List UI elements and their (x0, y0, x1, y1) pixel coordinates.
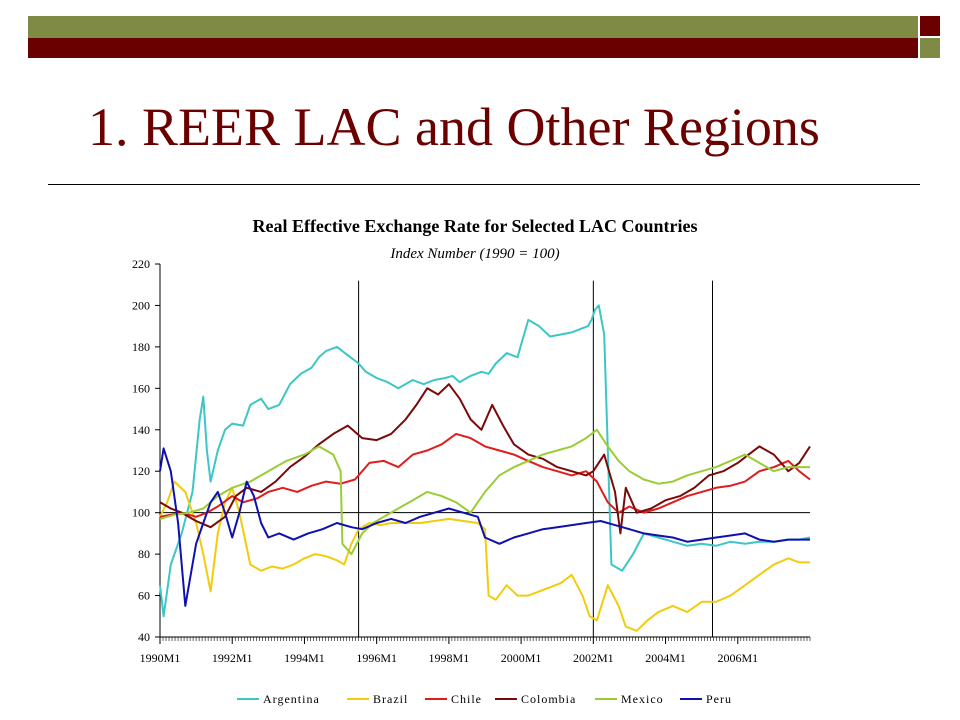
chart-series-lines (159, 304, 811, 632)
y-tick-label: 160 (132, 381, 150, 395)
slide-title: 1. REER LAC and Other Regions (88, 97, 820, 157)
corner-square-green (920, 38, 940, 58)
series-line-chile (159, 432, 811, 518)
y-tick-label: 120 (132, 464, 150, 478)
y-tick-label: 40 (138, 630, 150, 644)
legend-label-argentina: Argentina (263, 692, 320, 706)
legend-label-peru: Peru (706, 692, 732, 706)
x-tick-label: 2002M1 (573, 651, 614, 665)
x-tick-label: 2006M1 (717, 651, 758, 665)
x-tick-label: 1992M1 (212, 651, 253, 665)
chart-axes: 40 60 80 100 120 140 160 180 200 220 1990M1 1992M1 1… (132, 257, 811, 665)
header-bar-red (28, 38, 918, 58)
x-tick-label: 1990M1 (140, 651, 181, 665)
title-rule (48, 184, 920, 185)
series-line-peru (159, 447, 810, 607)
chart-vertical-markers (160, 280, 810, 637)
y-tick-label: 60 (138, 589, 150, 603)
y-tick-label: 100 (132, 506, 150, 520)
x-tick-label: 1994M1 (284, 651, 325, 665)
chart-legend: Argentina Brazil Chile Colombia Mexico Peru (237, 692, 732, 706)
chart-subtitle: Index Number (1990 = 100) (389, 246, 559, 262)
y-tick-label: 140 (132, 423, 150, 437)
series-line-colombia (159, 383, 811, 535)
x-tick-label: 1996M1 (356, 651, 397, 665)
series-line-mexico (159, 428, 810, 556)
header-bar-green (28, 16, 918, 38)
series-line-argentina (159, 304, 811, 618)
series-line-brazil (159, 480, 810, 632)
y-tick-label: 80 (138, 547, 150, 561)
x-tick-label: 2000M1 (501, 651, 542, 665)
chart-title: Real Effective Exchange Rate for Selecte… (252, 216, 697, 236)
corner-square-red (920, 16, 940, 36)
y-tick-label: 200 (132, 298, 150, 312)
x-tick-label: 1998M1 (429, 651, 470, 665)
y-tick-label: 180 (132, 340, 150, 354)
y-tick-label: 220 (132, 257, 150, 271)
x-tick-label: 2004M1 (645, 651, 686, 665)
legend-label-mexico: Mexico (621, 692, 664, 706)
legend-label-brazil: Brazil (373, 692, 408, 706)
legend-label-chile: Chile (451, 692, 482, 706)
legend-label-colombia: Colombia (521, 692, 576, 706)
